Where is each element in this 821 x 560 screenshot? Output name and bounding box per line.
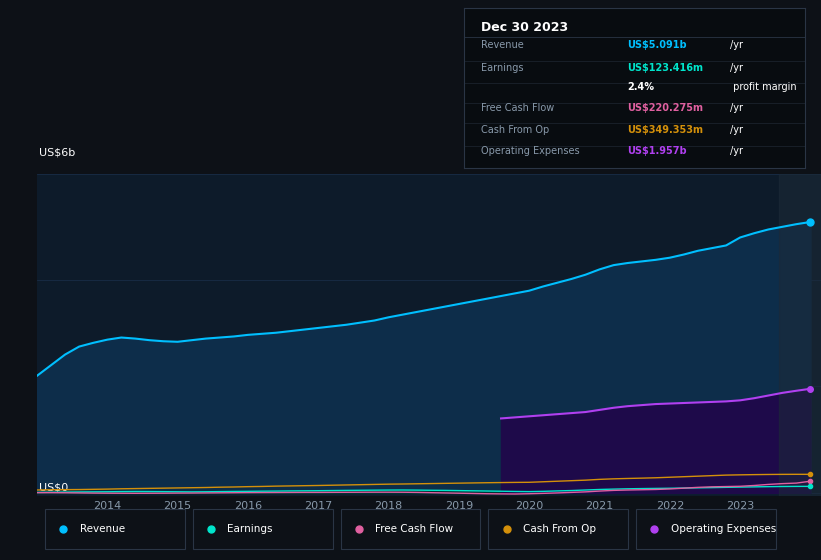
Text: 2.4%: 2.4% — [627, 82, 654, 92]
Text: Earnings: Earnings — [481, 63, 524, 73]
Text: US$0: US$0 — [39, 482, 68, 492]
Text: US$1.957b: US$1.957b — [627, 146, 687, 156]
Text: Revenue: Revenue — [80, 524, 125, 534]
Text: Cash From Op: Cash From Op — [523, 524, 596, 534]
Text: /yr: /yr — [730, 146, 743, 156]
Text: US$5.091b: US$5.091b — [627, 40, 687, 50]
Text: Free Cash Flow: Free Cash Flow — [375, 524, 453, 534]
Text: US$220.275m: US$220.275m — [627, 102, 704, 113]
Text: /yr: /yr — [730, 102, 743, 113]
Text: Operating Expenses: Operating Expenses — [671, 524, 776, 534]
Text: /yr: /yr — [730, 40, 743, 50]
Text: Operating Expenses: Operating Expenses — [481, 146, 580, 156]
Text: Free Cash Flow: Free Cash Flow — [481, 102, 554, 113]
Text: Cash From Op: Cash From Op — [481, 125, 549, 135]
Text: US$6b: US$6b — [39, 147, 75, 157]
Text: /yr: /yr — [730, 125, 743, 135]
Text: Revenue: Revenue — [481, 40, 524, 50]
Text: US$123.416m: US$123.416m — [627, 63, 704, 73]
Text: profit margin: profit margin — [730, 82, 796, 92]
Text: /yr: /yr — [730, 63, 743, 73]
Text: US$349.353m: US$349.353m — [627, 125, 704, 135]
Text: Earnings: Earnings — [227, 524, 273, 534]
Text: Dec 30 2023: Dec 30 2023 — [481, 21, 568, 34]
Bar — [779, 174, 821, 496]
